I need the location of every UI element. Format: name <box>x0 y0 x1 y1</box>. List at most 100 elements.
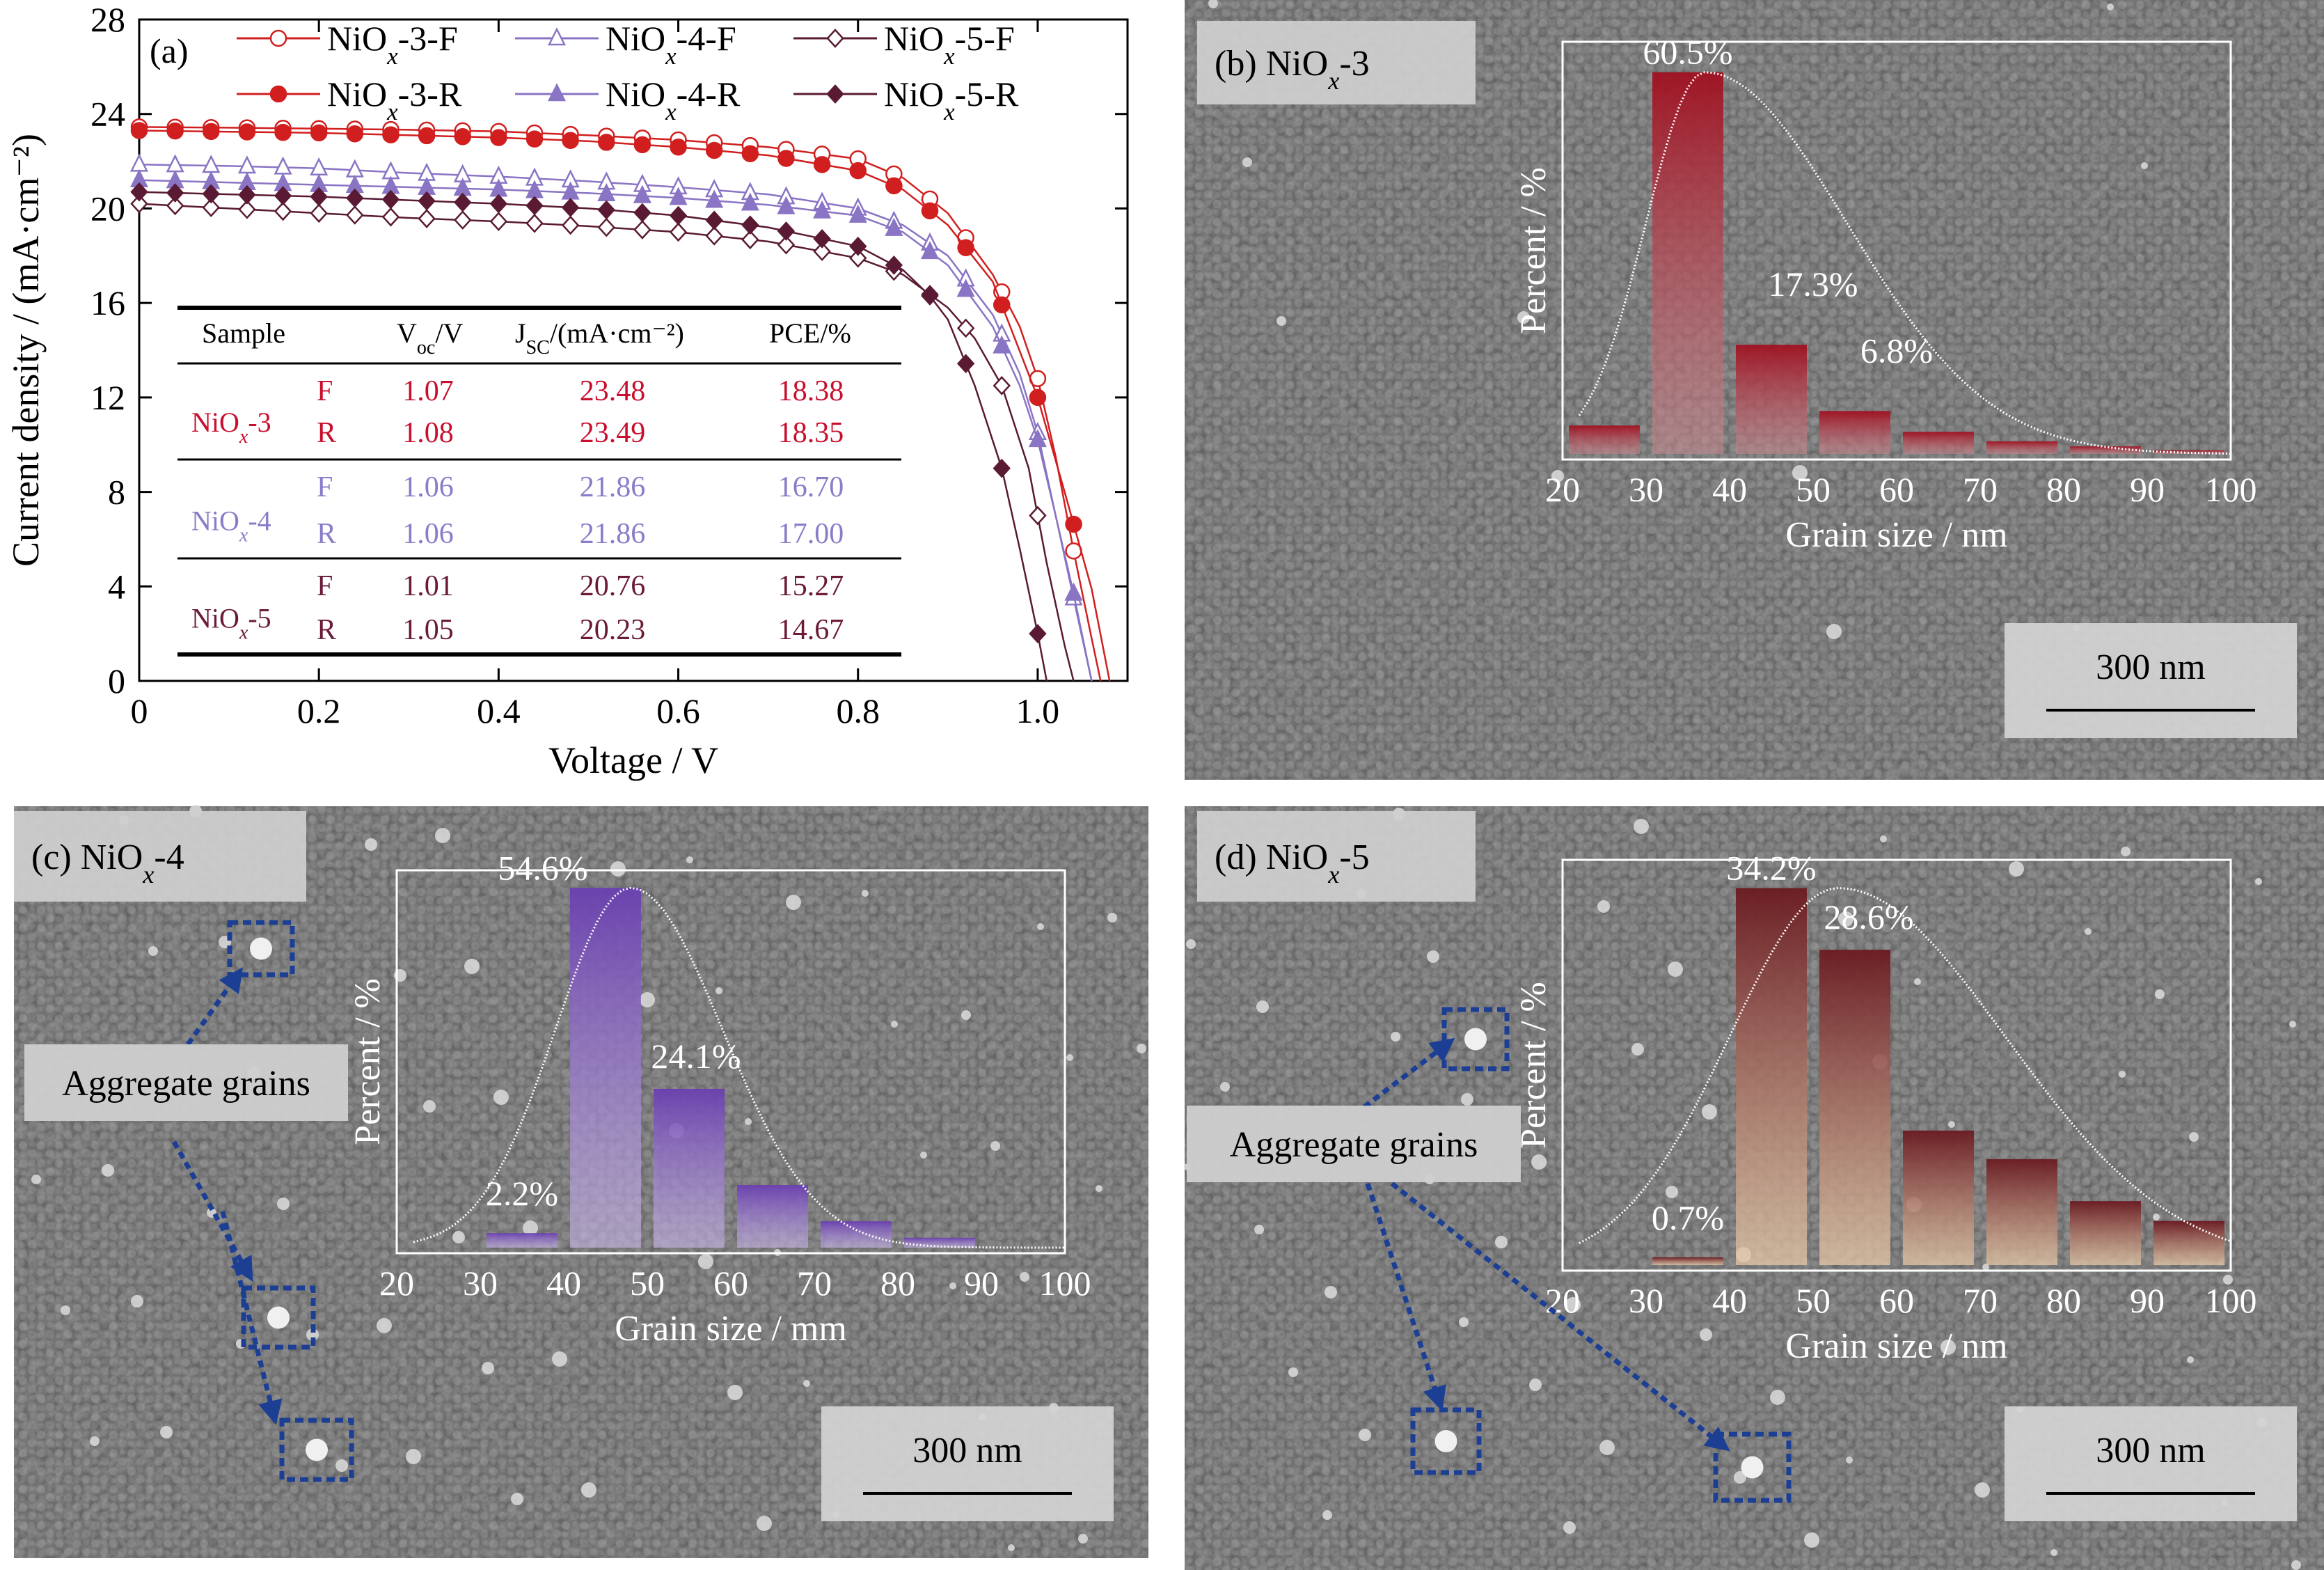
x-tick-label: 60 <box>1879 470 1914 509</box>
data-point <box>310 203 328 223</box>
x-tick-label: 1.0 <box>1016 691 1060 730</box>
data-point <box>993 296 1011 314</box>
legend-label: NiOx-3-F <box>327 19 458 70</box>
aggregate-label: Aggregate grains <box>1230 1125 1478 1165</box>
data-point <box>993 458 1011 478</box>
aggregate-box <box>1713 1431 1792 1503</box>
histogram-bar <box>737 1185 808 1248</box>
x-tick-label: 0.6 <box>656 691 700 730</box>
aggregate-grain <box>267 1306 290 1329</box>
scale-bar-label: 300 nm <box>912 1431 1022 1470</box>
legend-entry: NiOx-4-F <box>515 19 736 70</box>
plot-frame <box>138 18 1129 682</box>
table-header-pce: PCE/% <box>769 317 851 349</box>
data-point <box>130 122 148 139</box>
data-point <box>705 226 723 246</box>
bright-grain <box>2289 1021 2296 1028</box>
data-point <box>489 194 508 214</box>
data-point <box>597 200 615 220</box>
bright-grain <box>1770 1390 1785 1405</box>
bright-grain <box>1495 1236 1508 1248</box>
x-axis-label: Voltage / V <box>548 739 718 781</box>
bright-grain <box>1256 1000 1269 1013</box>
data-point <box>633 203 651 223</box>
y-axis-label: Current density / (mA·cm⁻²) <box>5 134 47 567</box>
histogram-bar <box>1903 432 1974 454</box>
data-point <box>1065 515 1082 533</box>
bright-grain <box>1700 1328 1712 1341</box>
aggregate-label: Aggregate grains <box>62 1064 310 1104</box>
data-point <box>454 128 471 146</box>
bright-grain <box>102 1164 114 1177</box>
bright-grain <box>1186 939 1196 949</box>
bright-grain <box>1459 1317 1469 1327</box>
data-label: 54.6% <box>498 848 587 887</box>
bright-grain <box>862 890 869 897</box>
bright-grain <box>1517 311 1530 324</box>
x-tick-label: 50 <box>1796 470 1831 509</box>
bright-grain <box>2050 1549 2057 1556</box>
y-tick-label: 0 <box>108 661 125 700</box>
bright-grain <box>1254 1225 1264 1234</box>
series-NiOx-4-R <box>129 168 1093 682</box>
histogram-bar <box>1903 1130 1974 1265</box>
table-pce: 18.38 <box>778 375 844 407</box>
legend-label: NiOx-5-R <box>884 74 1019 125</box>
data-point <box>777 196 796 214</box>
aggregate-grain <box>1434 1430 1457 1452</box>
data-point <box>274 201 292 221</box>
data-point <box>202 198 220 217</box>
data-point <box>849 162 867 180</box>
data-point <box>633 136 651 154</box>
x-tick-label: 80 <box>880 1264 915 1303</box>
data-point <box>669 187 688 205</box>
bright-grain <box>2255 878 2262 885</box>
jv-series <box>129 118 1111 682</box>
data-point <box>598 134 615 151</box>
bright-grain <box>1531 1154 1547 1170</box>
bright-grain <box>610 861 626 877</box>
table-jsc: 23.49 <box>580 417 646 449</box>
data-point <box>547 83 567 102</box>
bright-grain <box>1634 819 1649 834</box>
data-point <box>238 185 256 205</box>
bright-grain <box>1838 911 1853 927</box>
table-pce: 18.35 <box>778 417 844 449</box>
table-scan: R <box>317 518 336 550</box>
x-tick-label: 0.8 <box>836 691 880 730</box>
bright-grain <box>2085 928 2092 935</box>
histogram-bar <box>1986 441 2057 454</box>
bright-grain <box>90 1436 100 1446</box>
x-tick-label: 60 <box>1879 1281 1914 1320</box>
data-point <box>269 85 287 103</box>
data-point <box>670 138 687 156</box>
bright-grain <box>727 1385 743 1400</box>
bright-grain <box>1599 1440 1615 1455</box>
data-point <box>669 222 688 242</box>
aggregate-box <box>1410 1407 1482 1475</box>
x-tick-label: 0.2 <box>297 691 341 730</box>
bright-grain <box>464 959 480 974</box>
histogram-bar <box>654 1088 725 1248</box>
data-point <box>130 182 148 202</box>
data-point <box>310 187 328 207</box>
bright-grain <box>2189 1132 2199 1142</box>
data-point <box>1029 388 1047 407</box>
x-tick-label: 30 <box>1629 470 1663 509</box>
scale-bar-bg <box>2005 1406 2297 1521</box>
table-voc: 1.05 <box>402 614 454 646</box>
data-point <box>346 188 364 208</box>
data-point <box>597 217 615 237</box>
x-tick-label: 40 <box>1712 470 1747 509</box>
data-point <box>1029 624 1047 643</box>
data-point <box>813 156 831 173</box>
bright-grain <box>523 1220 538 1236</box>
data-point <box>561 215 580 235</box>
histogram-bar <box>904 1237 975 1248</box>
bright-grain <box>990 1141 1000 1151</box>
legend-label: NiOx-5-F <box>884 19 1015 70</box>
aggregate-box <box>279 1418 354 1482</box>
aggregate-label-bg <box>1187 1106 1521 1182</box>
x-tick-label: 100 <box>2205 1281 2257 1320</box>
table-pce: 17.00 <box>778 518 844 550</box>
